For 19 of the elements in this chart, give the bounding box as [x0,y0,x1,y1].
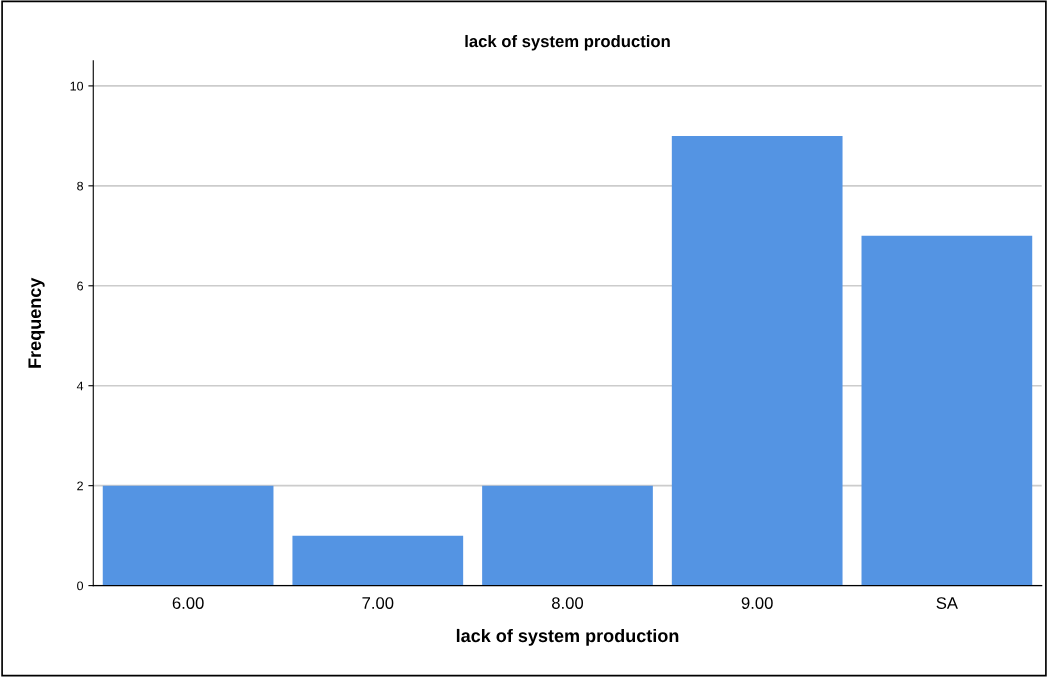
bar [482,485,653,586]
y-tick-label: 0 [77,581,84,591]
bar [861,235,1033,586]
x-tick-label: SA [936,597,958,609]
x-tick-label: 6.00 [172,597,204,609]
x-tick-label: 7.00 [362,597,394,609]
x-tick-label: 9.00 [741,597,773,609]
x-tick-label: 8.00 [552,597,584,609]
bar [671,135,843,586]
bar [102,485,274,586]
chart-title: lack of system production [465,34,670,51]
y-tick-label: 8 [77,181,84,191]
y-tick-label: 4 [76,381,84,391]
y-tick-label: 2 [77,481,83,491]
bar [292,535,464,586]
x-axis-title: lack of system production [456,628,679,646]
y-tick-label: 6 [77,281,83,291]
y-tick-label: 10 [70,81,84,91]
y-axis-title: Frequency [28,277,45,368]
